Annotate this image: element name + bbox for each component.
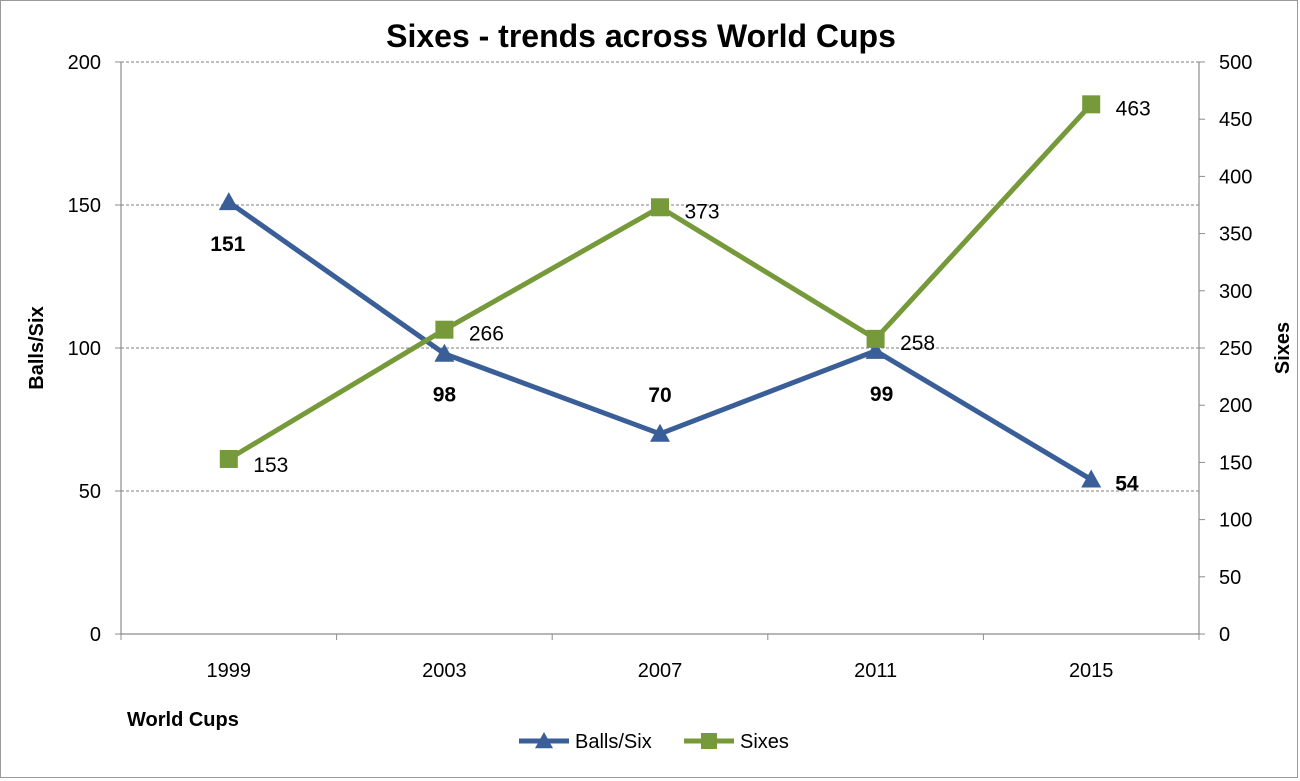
chart-title: Sixes - trends across World Cups [386, 18, 896, 54]
triangle-marker [650, 423, 670, 442]
y2-tick-label: 450 [1219, 109, 1252, 131]
data-label: 99 [870, 383, 893, 406]
triangle-marker [434, 343, 455, 362]
y2-axis-title: Sixes [1272, 322, 1294, 374]
data-label: 463 [1116, 97, 1151, 120]
data-label: 258 [900, 332, 935, 355]
y2-tick-label: 100 [1219, 510, 1252, 532]
legend: Balls/Six Sixes [519, 731, 789, 753]
y2-tick-label: 500 [1219, 52, 1252, 74]
data-label: 70 [648, 384, 671, 407]
triangle-marker [1081, 469, 1102, 488]
data-label: 266 [469, 323, 504, 346]
x-tick-label: 2015 [1069, 660, 1114, 682]
data-label: 373 [684, 200, 719, 223]
y2-tick-label: 250 [1219, 338, 1252, 360]
y-tick-label: 150 [68, 195, 101, 217]
y2-tick-label: 50 [1219, 567, 1241, 589]
data-label: 54 [1115, 473, 1139, 496]
y2-tick-label: 0 [1219, 624, 1230, 646]
square-marker [219, 449, 238, 468]
data-labels: 151 98 70 99 54 153 266 373 258 463 [210, 97, 1150, 495]
x-tick-label: 1999 [207, 660, 252, 682]
triangle-marker [218, 192, 239, 211]
y2-tick-label: 400 [1219, 166, 1252, 188]
legend-label-sixes: Sixes [740, 731, 789, 753]
y2-tick-label: 350 [1219, 224, 1252, 246]
y-tick-label: 200 [68, 52, 101, 74]
y-tick-label: 100 [68, 338, 101, 360]
y2-tick-label: 150 [1219, 452, 1252, 474]
legend-square-marker [701, 733, 717, 749]
square-marker [651, 198, 669, 217]
x-tick-label: 2003 [422, 660, 467, 682]
y2-tick-label: 300 [1219, 281, 1252, 303]
data-label: 153 [253, 454, 288, 477]
x-axis-title: World Cups [127, 709, 239, 731]
x-tick-label: 2011 [854, 660, 897, 682]
square-marker [1082, 95, 1101, 114]
square-marker [866, 329, 885, 348]
y2-tick-label: 200 [1219, 395, 1252, 417]
data-label: 151 [210, 233, 245, 256]
data-label: 98 [433, 384, 457, 407]
y-tick-label: 0 [90, 624, 101, 646]
legend-triangle-marker [535, 732, 553, 749]
y-tick-label: 50 [79, 481, 101, 503]
legend-label-balls-per-six: Balls/Six [575, 731, 652, 753]
y-axis-title: Balls/Six [26, 306, 48, 389]
square-marker [435, 320, 454, 339]
series-lines [218, 95, 1102, 488]
triangle-marker [865, 340, 886, 359]
axes: 0 50 100 150 200 0 50 100 150 200 250 300 350 400 450 5… [68, 52, 1253, 682]
x-tick-label: 2007 [638, 660, 683, 682]
